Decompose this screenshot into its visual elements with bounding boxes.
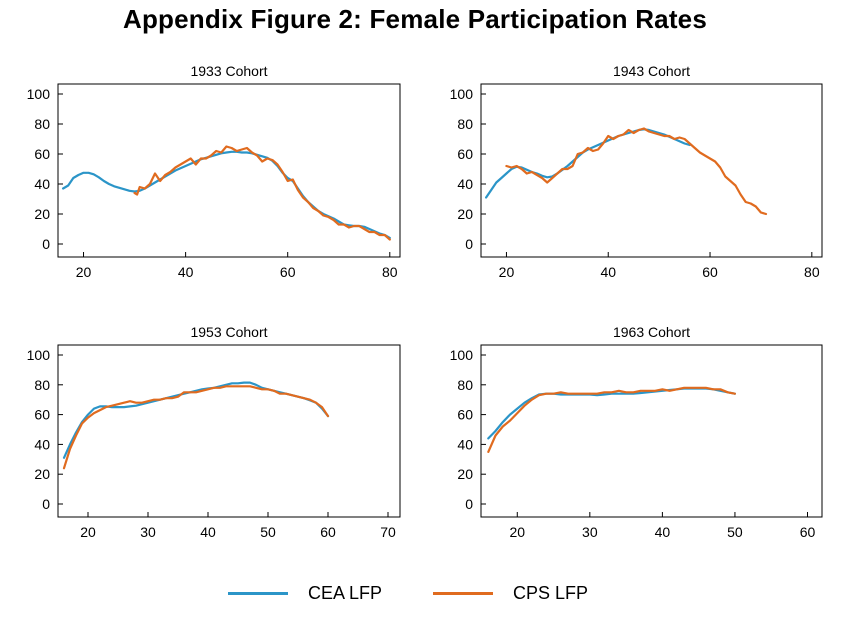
y-tick-label: 40: [457, 176, 473, 192]
figure-title: Appendix Figure 2: Female Participation …: [122, 4, 708, 34]
x-tick-label: 40: [655, 524, 671, 540]
y-tick-label: 0: [465, 236, 473, 252]
series-line-cea: [487, 387, 736, 440]
x-tick-label: 30: [140, 524, 156, 540]
x-tick-label: 20: [499, 264, 515, 280]
series-line-cps: [133, 145, 391, 241]
chart-panel-1: 1933 Cohort 0 20 40 60 80 100 20 40 60 80: [27, 63, 401, 280]
y-tick-label: 20: [34, 466, 50, 482]
plot-frame: [57, 83, 401, 258]
legend-item-cea: CEA LFP: [228, 578, 382, 608]
y-tick-label: 80: [457, 116, 473, 132]
legend-label-cps: CPS LFP: [513, 582, 589, 603]
y-tick-label: 20: [457, 206, 473, 222]
y-tick-label: 60: [457, 407, 473, 423]
x-tick-label: 40: [178, 264, 194, 280]
y-tick-label: 100: [450, 347, 474, 363]
legend-swatch-cea: [228, 591, 288, 595]
y-tick-label: 60: [34, 146, 50, 162]
chart-title: 1943 Cohort: [613, 63, 690, 79]
chart-panel-4: 1963 Cohort 0 20 40 60 80 100 20 30 40 50 60: [450, 324, 823, 540]
y-tick-label: 40: [34, 436, 50, 452]
x-tick-label: 20: [76, 264, 92, 280]
series-line-cea: [485, 128, 691, 199]
chart-panel-2: 1943 Cohort 0 20 40 60 80 100 20 40 60 80: [450, 63, 823, 280]
legend-swatch-cps: [433, 591, 493, 595]
x-tick-label: 40: [600, 264, 616, 280]
chart-title: 1963 Cohort: [613, 324, 690, 340]
x-tick-label: 50: [727, 524, 743, 540]
chart-panel-3: 1953 Cohort 0 20 40 60 80 100 20 30 40 50 60 70: [27, 324, 401, 540]
legend: CEA LFP CPS LFP: [0, 578, 850, 608]
chart-title: 1933 Cohort: [190, 63, 267, 79]
x-tick-label: 80: [382, 264, 398, 280]
y-tick-label: 60: [34, 407, 50, 423]
legend-label-cea: CEA LFP: [308, 582, 383, 603]
x-tick-label: 20: [80, 524, 96, 540]
y-tick-label: 60: [457, 146, 473, 162]
y-tick-label: 100: [27, 347, 51, 363]
x-tick-label: 40: [200, 524, 216, 540]
x-tick-label: 20: [509, 524, 525, 540]
y-tick-label: 0: [465, 496, 473, 512]
y-tick-label: 40: [34, 176, 50, 192]
plot-frame: [57, 344, 401, 518]
series-line-cps: [487, 386, 736, 453]
chart-title: 1953 Cohort: [190, 324, 267, 340]
plot-frame: [480, 344, 823, 518]
y-tick-label: 80: [34, 116, 50, 132]
x-tick-label: 50: [260, 524, 276, 540]
x-tick-label: 60: [702, 264, 718, 280]
x-tick-label: 70: [380, 524, 396, 540]
x-tick-label: 80: [804, 264, 820, 280]
y-tick-label: 40: [457, 436, 473, 452]
y-tick-label: 0: [42, 496, 50, 512]
plot-frame: [480, 83, 823, 258]
series-line-cea: [62, 150, 391, 240]
x-tick-label: 60: [320, 524, 336, 540]
y-tick-label: 100: [450, 86, 474, 102]
series-line-cps: [62, 385, 330, 470]
y-tick-label: 0: [42, 236, 50, 252]
series-line-cps: [505, 127, 768, 216]
y-tick-label: 20: [457, 466, 473, 482]
x-tick-label: 60: [280, 264, 296, 280]
y-tick-label: 100: [27, 86, 51, 102]
legend-item-cps: CPS LFP: [433, 578, 588, 608]
y-tick-label: 20: [34, 206, 50, 222]
y-tick-label: 80: [34, 377, 50, 393]
x-tick-label: 60: [800, 524, 816, 540]
x-tick-label: 30: [582, 524, 598, 540]
y-tick-label: 80: [457, 377, 473, 393]
